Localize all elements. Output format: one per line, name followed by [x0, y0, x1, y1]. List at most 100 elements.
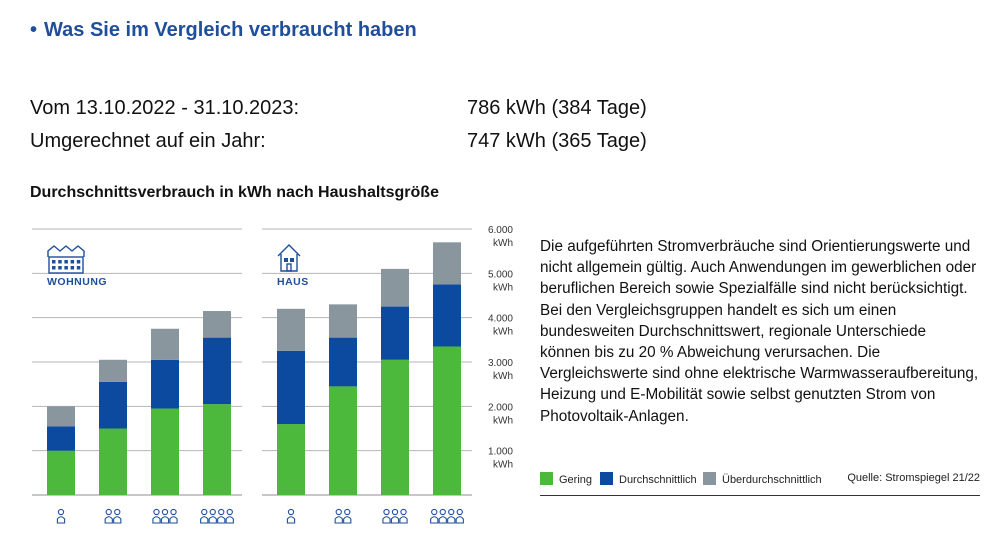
person-head: [287, 508, 295, 516]
bar-segment: [329, 386, 357, 495]
bar-segment: [433, 346, 461, 495]
person-body: [399, 516, 408, 524]
person-head: [114, 508, 121, 516]
bar-segment: [47, 450, 75, 495]
legend-item-gering: Gering: [540, 472, 592, 486]
consumption-label: Vom 13.10.2022 - 31.10.2023:: [30, 97, 300, 119]
person-head: [201, 508, 208, 516]
window: [284, 258, 288, 262]
bar-segment: [381, 306, 409, 360]
person-icon: [200, 508, 234, 524]
y-tick-unit: kWh: [493, 371, 513, 382]
person-body: [286, 516, 296, 524]
person-body: [447, 516, 456, 524]
person-head: [153, 508, 160, 516]
bar-segment: [47, 426, 75, 451]
person-body: [113, 516, 122, 524]
person-head: [344, 508, 351, 516]
consumption-chart: 1.000 kWh 2.000 kWh 3.000 kWh 4.000 kWh 5.000 kWh…: [32, 225, 513, 524]
person-head: [431, 508, 438, 516]
y-tick-label: 4.000: [488, 314, 513, 325]
person-head: [226, 508, 233, 516]
panel-label: WOHNUNG: [47, 276, 107, 288]
bar-segment: [277, 308, 305, 351]
bar-segment: [203, 337, 231, 405]
person-body: [455, 516, 464, 524]
bar-segment: [203, 311, 231, 338]
house-icon: [277, 244, 301, 272]
bar-segment: [47, 406, 75, 427]
bar-segment: [99, 359, 127, 382]
apartment-building-icon: [47, 245, 85, 274]
bar-segment: [99, 428, 127, 495]
chart-source: Quelle: Stromspiegel 21/22: [847, 472, 980, 484]
bar-segment: [277, 424, 305, 495]
roof-outline: [47, 245, 85, 257]
window: [52, 260, 56, 264]
y-tick-label: 5.000: [488, 269, 513, 280]
bar-segment: [277, 350, 305, 425]
person-body: [430, 516, 439, 524]
person-head: [335, 508, 342, 516]
legend-swatch: [540, 472, 553, 485]
consumption-label: Umgerechnet auf ein Jahr:: [30, 130, 266, 152]
disclaimer-text: Die aufgeführten Stromverbräuche sind Or…: [540, 238, 979, 425]
person-head: [209, 508, 216, 516]
person-head: [400, 508, 407, 516]
consumption-value: 786 kWh (384 Tage): [467, 97, 647, 119]
person-body: [208, 516, 217, 524]
person-body: [56, 516, 66, 524]
y-tick-label: 2.000: [488, 402, 513, 413]
person-body: [438, 516, 447, 524]
person-head: [383, 508, 390, 516]
person-icon: [286, 508, 296, 524]
person-body: [343, 516, 352, 524]
person-body: [152, 516, 161, 524]
y-tick-unit: kWh: [493, 415, 513, 426]
window: [64, 266, 68, 270]
bullet-icon: •: [30, 19, 38, 41]
y-tick-label: 1.000: [488, 447, 513, 458]
bar-segment: [381, 268, 409, 307]
house-outline: [277, 244, 301, 272]
person-head: [456, 508, 463, 516]
chart-legend: Gering Durchschnittlich Überdurchschnitt…: [540, 472, 980, 488]
person-head: [57, 508, 65, 516]
y-tick-label: 3.000: [488, 358, 513, 369]
bar-segment: [329, 304, 357, 338]
person-head: [439, 508, 446, 516]
person-icon: [334, 508, 352, 524]
section-heading: • Was Sie im Vergleich verbraucht haben: [30, 19, 417, 42]
bar-segment: [99, 381, 127, 429]
window: [52, 266, 56, 270]
person-head: [170, 508, 177, 516]
person-icon: [430, 508, 464, 524]
person-head: [391, 508, 399, 516]
bar-segment: [433, 242, 461, 285]
legend-swatch: [600, 472, 613, 485]
person-body: [104, 516, 113, 524]
window: [70, 260, 75, 264]
divider: [540, 495, 980, 496]
person-body: [160, 516, 170, 524]
window: [70, 266, 75, 270]
y-tick-unit: kWh: [493, 282, 513, 293]
consumption-value: 747 kWh (365 Tage): [467, 130, 647, 152]
window: [58, 260, 62, 264]
legend-item-durchschnittlich: Durchschnittlich: [600, 472, 697, 486]
person-body: [200, 516, 209, 524]
legend-item-ueberdurchschnittlich: Überdurchschnittlich: [703, 472, 822, 486]
person-head: [161, 508, 169, 516]
person-body: [225, 516, 234, 524]
legend-swatch: [703, 472, 716, 485]
person-head: [105, 508, 112, 516]
bar-segment: [433, 284, 461, 347]
chart-title: Durchschnittsverbrauch in kWh nach Haush…: [30, 184, 439, 201]
window: [76, 260, 81, 264]
person-body: [217, 516, 226, 524]
y-tick-unit: kWh: [493, 238, 513, 249]
section-heading-text: Was Sie im Vergleich verbraucht haben: [44, 19, 417, 41]
panel-label: HAUS: [277, 276, 309, 288]
window: [290, 258, 294, 262]
window: [64, 260, 68, 264]
